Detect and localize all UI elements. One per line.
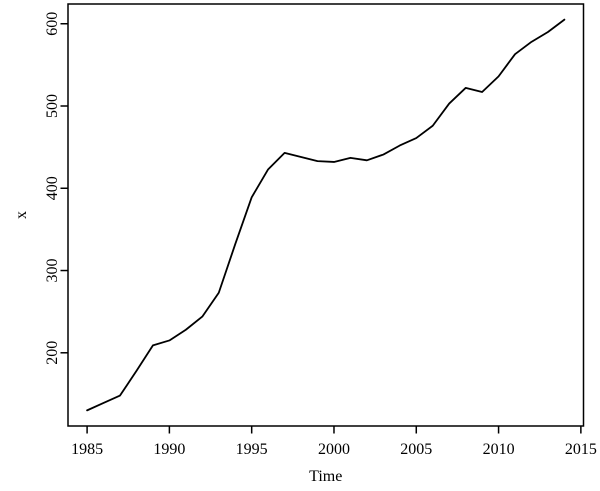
x-axis-tick-label: 2015 [565,441,597,458]
x-axis-tick-label: 1990 [153,441,185,458]
x-axis-title: Time [309,468,342,485]
x-axis-tick-label: 2005 [400,441,432,458]
y-axis-title: x [13,211,30,219]
plot-box [67,3,585,427]
y-axis-tick-label: 300 [44,259,61,283]
x-axis-tick-label: 1985 [71,441,103,458]
x-axis-tick-label: 1995 [236,441,268,458]
x-axis-tick-label: 2000 [318,441,350,458]
y-axis-tick-label: 200 [44,341,61,365]
y-axis-tick-label: 400 [44,176,61,200]
y-axis-tick-label: 600 [44,12,61,36]
y-axis-tick-label: 500 [44,94,61,118]
series-line [86,18,566,412]
x-axis-tick-label: 2010 [483,441,515,458]
